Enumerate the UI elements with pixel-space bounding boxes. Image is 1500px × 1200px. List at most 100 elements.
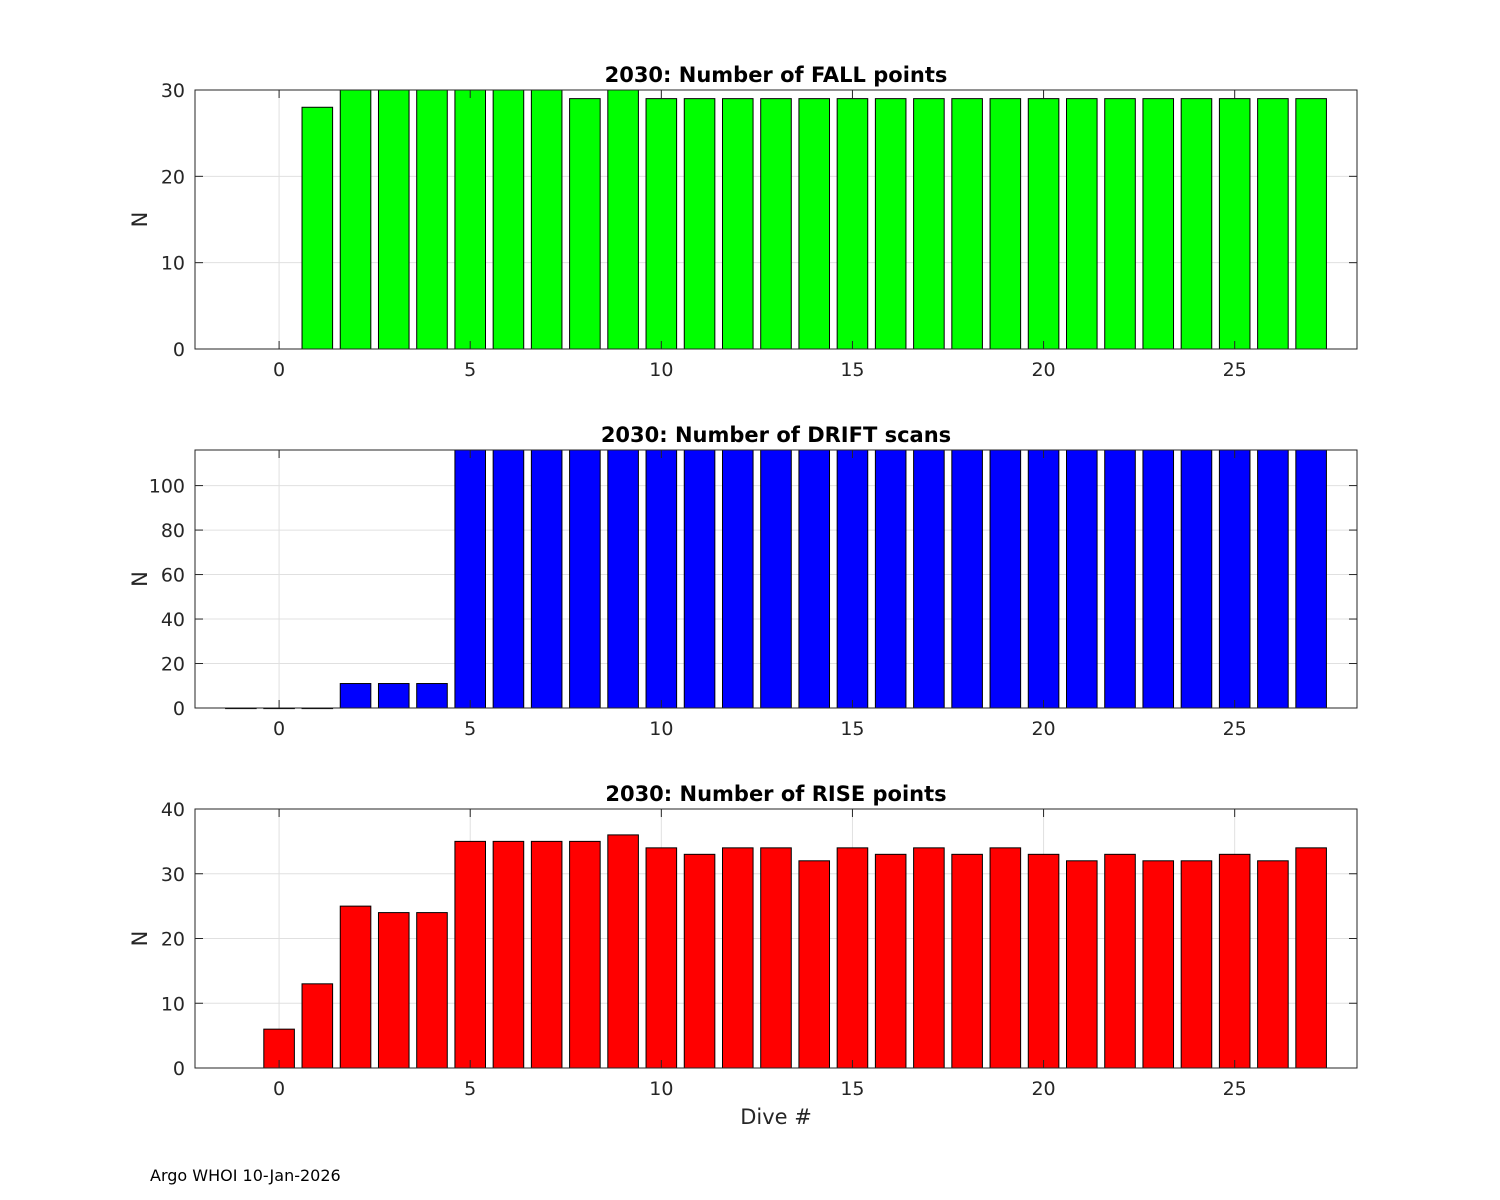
x-tick-label: 15: [840, 359, 864, 381]
bar: [1104, 98, 1136, 350]
y-tick-label: 30: [161, 864, 185, 886]
bar: [377, 912, 410, 1069]
bar: [798, 860, 831, 1069]
bar: [798, 449, 831, 709]
bar: [301, 983, 334, 1069]
bar: [1257, 860, 1289, 1069]
bar: [569, 98, 601, 350]
bar: [492, 840, 525, 1069]
x-tick-label: 0: [273, 1078, 285, 1100]
y-tick-label: 40: [161, 799, 185, 821]
bar: [1066, 860, 1098, 1069]
bar: [1027, 853, 1060, 1069]
bar: [454, 449, 486, 709]
bar: [1257, 98, 1289, 350]
bar: [874, 98, 907, 350]
chart-panel-3: 0 5 10 15 20 25 0 10 20 30 40 2030: Number of RISE …: [128, 782, 1358, 1129]
x-tick-label: 0: [273, 359, 285, 381]
bar: [569, 449, 601, 709]
bar: [339, 905, 372, 1069]
bar: [683, 449, 716, 709]
bar: [645, 98, 678, 350]
bar: [645, 449, 678, 709]
bar: [1180, 860, 1213, 1069]
chart-panel-2: 0 5 10 15 20 25 0 20 40 60 80 100 2030: Number of DR…: [128, 423, 1358, 740]
y-axis-label: N: [128, 212, 152, 228]
x-tick-label: 20: [1031, 359, 1055, 381]
bar: [1180, 98, 1213, 350]
bar: [1295, 847, 1327, 1069]
bar: [645, 847, 678, 1069]
bar: [836, 98, 869, 350]
bar: [1027, 449, 1060, 709]
bar: [1218, 853, 1251, 1069]
bar: [683, 853, 716, 1069]
x-axis-label: Dive #: [740, 1105, 812, 1129]
bar: [454, 840, 486, 1069]
bar: [1066, 98, 1098, 350]
x-tick-label: 25: [1223, 1078, 1247, 1100]
bar: [492, 89, 525, 350]
bar: [874, 853, 907, 1069]
y-tick-label: 100: [149, 476, 185, 498]
x-tick-label: 15: [840, 718, 864, 740]
chart-title: 2030: Number of FALL points: [605, 63, 948, 87]
footer-credit: Argo WHOI 10-Jan-2026: [150, 1166, 341, 1185]
y-axis-label: N: [128, 571, 152, 587]
bar: [607, 89, 639, 350]
bar: [760, 449, 792, 709]
bar: [989, 847, 1022, 1069]
bar: [798, 98, 831, 350]
y-tick-label: 10: [161, 993, 185, 1015]
y-tick-label: 60: [161, 565, 185, 587]
x-tick-label: 10: [649, 359, 673, 381]
bar: [339, 89, 372, 350]
bar: [1104, 853, 1136, 1069]
bar: [1104, 449, 1136, 709]
y-tick-label: 0: [173, 339, 185, 361]
bar: [569, 840, 601, 1069]
bar: [1295, 449, 1327, 709]
bar: [530, 840, 563, 1069]
bar: [377, 89, 410, 350]
bar: [1218, 449, 1251, 709]
bar: [721, 98, 754, 350]
y-tick-label: 0: [173, 698, 185, 720]
bar: [454, 89, 486, 350]
chart-title: 2030: Number of RISE points: [605, 782, 946, 806]
bar: [836, 449, 869, 709]
y-tick-label: 80: [161, 520, 185, 542]
y-tick-label: 20: [161, 654, 185, 676]
chart-title: 2030: Number of DRIFT scans: [601, 423, 951, 447]
bar: [1027, 98, 1060, 350]
x-tick-label: 10: [649, 1078, 673, 1100]
x-tick-label: 5: [464, 1078, 476, 1100]
bar: [721, 847, 754, 1069]
bar: [416, 912, 448, 1069]
bar: [760, 98, 792, 350]
axes-frame: [194, 449, 1358, 709]
y-tick-label: 30: [161, 80, 185, 102]
bar: [989, 98, 1022, 350]
y-tick-label: 0: [173, 1058, 185, 1080]
bar: [1142, 449, 1175, 709]
bar: [530, 449, 563, 709]
x-tick-label: 0: [273, 718, 285, 740]
axes-frame: [194, 89, 1358, 350]
x-tick-label: 20: [1031, 1078, 1055, 1100]
y-axis-label: N: [128, 931, 152, 947]
bar: [1142, 860, 1175, 1069]
bar: [683, 98, 716, 350]
x-tick-label: 5: [464, 359, 476, 381]
y-tick-label: 20: [161, 929, 185, 951]
x-tick-label: 20: [1031, 718, 1055, 740]
bar: [339, 683, 372, 709]
bar: [1295, 98, 1327, 350]
x-tick-label: 5: [464, 718, 476, 740]
y-tick-label: 10: [161, 253, 185, 275]
bar: [874, 449, 907, 709]
bar: [301, 106, 334, 350]
bar: [836, 847, 869, 1069]
bar: [416, 89, 448, 350]
